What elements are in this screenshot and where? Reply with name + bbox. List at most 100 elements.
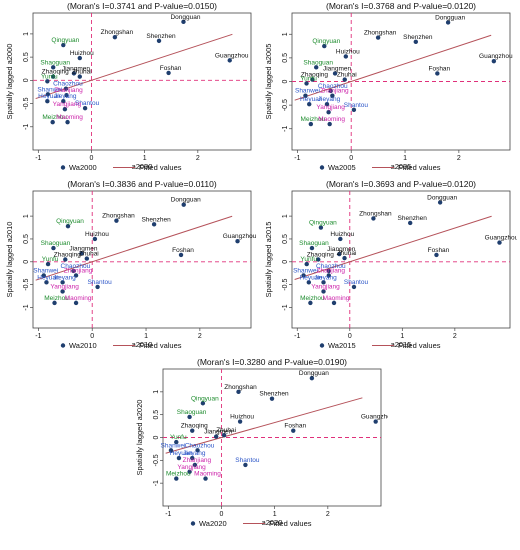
y-tick-label: 1 [282, 214, 289, 218]
x-tick-label: 0 [348, 333, 352, 340]
data-point [71, 71, 77, 76]
data-point [190, 428, 195, 433]
point-label: Heyuan [37, 274, 60, 281]
data-point [84, 256, 90, 261]
data-point [52, 300, 57, 306]
point-label: Zhanjiang [54, 87, 83, 94]
point-label: Zhanjiang [183, 457, 212, 464]
point-label: Huizhou [70, 50, 94, 57]
point-label: Zhongshan [359, 210, 392, 217]
point-label: Shenzhen [398, 215, 428, 222]
data-point [64, 93, 69, 98]
point-label: Shaoguan [177, 409, 207, 416]
moran-chart-2010: (Moran's I=0.3836 and P-value=0.0110) -1 0… [3, 178, 258, 356]
data-point [176, 455, 182, 461]
point-label: Jiangmen [69, 246, 98, 253]
y-axis-label: Spatially lagged a2010 [5, 222, 14, 298]
x-tick-label: 1 [273, 511, 277, 518]
point-label: Zhuhai [79, 251, 99, 258]
point-label: Qingyuan [309, 220, 337, 227]
data-point [181, 202, 186, 207]
chart-svg: (Moran's I=0.3836 and P-value=0.0110) -1 0… [5, 179, 257, 350]
data-point [309, 245, 315, 251]
x-tick-label: 0 [90, 155, 94, 162]
point-label: Qingyuan [51, 37, 79, 44]
point-label: Shanwei [33, 267, 58, 274]
point-label: Yangjiang [53, 101, 82, 108]
data-point [200, 401, 206, 406]
x-tick-label: -1 [294, 155, 300, 162]
data-point [343, 54, 349, 59]
x-axis-label: a2015 [391, 340, 412, 349]
y-tick-label: 0 [282, 260, 289, 264]
legend-point-marker [319, 165, 325, 170]
point-label: Jieyang [53, 274, 76, 281]
data-point [237, 419, 243, 424]
legend-point-marker [319, 343, 325, 348]
point-label: Foshan [428, 65, 450, 72]
data-point [61, 42, 66, 48]
chart-title: (Moran's I=0.3741 and P-value=0.0150) [67, 1, 217, 11]
data-point [310, 77, 315, 82]
point-label: Heyuan [38, 93, 61, 100]
point-label: Foshan [160, 65, 182, 72]
plot-frame [32, 12, 252, 151]
x-tick-label: 0 [349, 155, 353, 162]
data-point [327, 121, 332, 127]
point-label: Zhongshan [364, 30, 397, 37]
data-point [60, 289, 65, 294]
point-label: Jiangmen [323, 65, 352, 72]
data-point [63, 257, 68, 262]
data-point [77, 74, 82, 79]
y-tick-label: -0.5 [23, 278, 30, 290]
legend-fit-label: Fitted values [398, 341, 441, 350]
point-label: Chaozhou [185, 442, 215, 449]
x-axis-label: a2020 [262, 518, 283, 527]
x-tick-label: 1 [144, 333, 148, 340]
data-point [326, 110, 331, 115]
data-point [166, 70, 171, 76]
point-label: Jieyang [318, 96, 341, 103]
point-label: Maoming [323, 295, 350, 302]
data-point [235, 239, 240, 244]
point-label: Zhuhai [337, 72, 357, 79]
point-label: Jieyang [183, 450, 206, 457]
data-point [174, 476, 179, 481]
x-tick-label: 2 [457, 155, 461, 162]
point-label: Shaoguan [41, 240, 71, 247]
point-label: Guangzhou [361, 414, 388, 421]
point-label: Meizhou [166, 471, 191, 478]
data-point [373, 419, 378, 424]
point-label: Zhanjiang [316, 267, 345, 274]
data-point [41, 273, 46, 278]
point-label: Maoming [65, 295, 92, 302]
chart-title: (Moran's I=0.3693 and P-value=0.0120) [326, 179, 476, 189]
point-label: Shaoguan [40, 59, 70, 66]
point-label: Qingyuan [191, 395, 219, 402]
y-tick-label: 1 [282, 32, 289, 36]
data-point [50, 119, 55, 125]
y-tick-label: 0.5 [153, 410, 160, 420]
data-point [77, 55, 82, 61]
legend-point-marker [60, 165, 66, 170]
point-label: Maoming [194, 471, 221, 478]
y-tick-label: 0 [23, 78, 30, 82]
point-label: Zhongshan [102, 213, 135, 220]
point-label: Jiangmen [62, 65, 91, 72]
point-label: Shantou [87, 279, 112, 286]
data-point [45, 99, 50, 104]
moran-chart-2020: (Moran's I=0.3280 and P-value=0.0190) -1 0… [133, 356, 388, 534]
point-label: Huizhou [230, 414, 254, 421]
point-label: Shaoguan [299, 240, 329, 247]
point-label: Zhongshan [101, 29, 134, 36]
point-label: Yunfu [300, 75, 317, 82]
legend-point-marker [60, 343, 66, 348]
data-point [112, 34, 118, 40]
data-point [203, 476, 208, 481]
data-point [434, 252, 439, 258]
x-axis-label: a2000 [132, 162, 153, 171]
data-point [413, 39, 419, 45]
data-point [435, 71, 440, 76]
point-label: Qingyuan [312, 38, 340, 45]
data-point [301, 273, 306, 278]
